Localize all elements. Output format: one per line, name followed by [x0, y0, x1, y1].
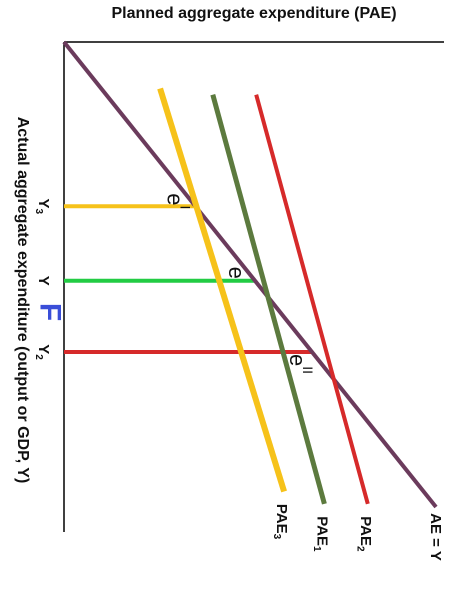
series-label-1-group: AE = Y [428, 513, 445, 561]
series-line-3 [210, 94, 327, 505]
equilibrium-label-2: e [224, 267, 249, 279]
series-label-3-group: PAE1 [312, 516, 331, 552]
x-tick-label-1: Y3 [33, 199, 52, 215]
equilibrium-label-3-group: eII [286, 354, 316, 374]
x-tick-label-3-group: Y2 [33, 344, 52, 360]
y-axis-title: Planned aggregate expenditure (PAE) [111, 5, 396, 22]
annotation-mark: F [34, 303, 67, 321]
plot-area: Y3 Y Y2 AE = Y PAE3 PAE1 PAE2 eI e eII [33, 40, 445, 561]
equilibrium-label-2-group: e [224, 267, 249, 279]
equilibrium-label-1-group: eI [163, 193, 193, 209]
x-axis-title-group: Actual aggregate expenditure (output or … [14, 117, 31, 484]
series-label-4: PAE2 [355, 516, 374, 552]
series-line-4 [254, 94, 370, 505]
title-group: Planned aggregate expenditure (PAE) [111, 5, 396, 22]
series-label-1: AE = Y [428, 513, 445, 561]
series-label-4-group: PAE2 [355, 516, 374, 552]
x-tick-label-2-group: Y [36, 276, 53, 286]
series-label-2-group: PAE3 [271, 504, 290, 540]
annotation-group: F [34, 303, 67, 321]
series-line-2 [157, 87, 287, 493]
x-tick-label-1-group: Y3 [33, 199, 52, 215]
series-line-1 [62, 40, 438, 509]
equilibrium-label-1: eI [163, 193, 193, 209]
x-axis-title: Actual aggregate expenditure (output or … [14, 117, 31, 484]
equilibrium-label-3: eII [286, 354, 316, 374]
x-tick-label-3: Y2 [33, 344, 52, 360]
x-tick-label-2: Y [36, 276, 53, 286]
series-label-2: PAE3 [271, 504, 290, 540]
series-label-3: PAE1 [312, 516, 331, 552]
